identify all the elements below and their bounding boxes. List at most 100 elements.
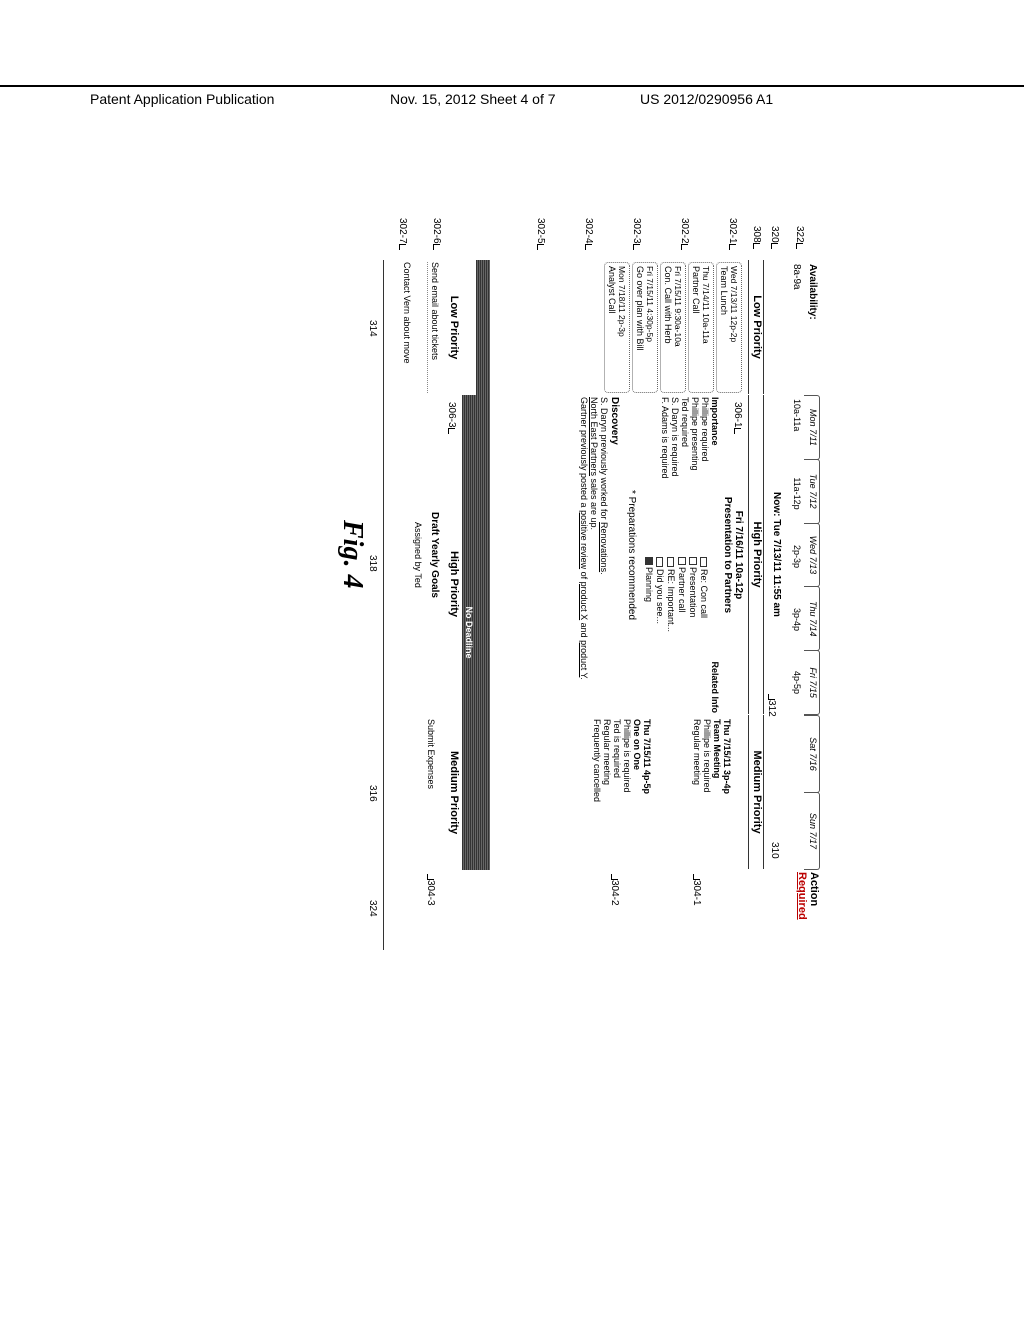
detail-line: Phillipe is required — [622, 719, 632, 867]
ref-304-3: 304-3 — [425, 874, 436, 906]
discovery-header: Discovery — [609, 397, 620, 713]
doc-icon — [645, 557, 653, 565]
related-item[interactable]: RE: Important... — [666, 557, 676, 713]
hour-2p: 2p-3p — [792, 525, 802, 588]
hour-10a: 10a-11a — [792, 395, 802, 462]
envelope-icon — [657, 557, 664, 567]
detail-line: Regular meeting — [602, 719, 612, 867]
related-item[interactable]: Re: Con call — [699, 557, 709, 713]
draft-goals-sub: Assigned by Ted — [413, 397, 423, 713]
ref-314: 314 — [367, 320, 378, 337]
event-con-call-herb[interactable]: Fri 7/15/11 9:30a-10a Con. Call with Her… — [660, 262, 686, 393]
importance-item: Phillipe presenting — [690, 397, 700, 553]
ref-302-6: 302-6 — [431, 218, 442, 250]
importance-item: Phillipe required — [700, 397, 710, 553]
high-priority-header: High Priority — [748, 395, 764, 714]
event-list-left: Wed 7/13/11 12p-2p Team Lunch Thu 7/14/1… — [602, 262, 744, 393]
detail-line: Ted is required — [612, 719, 622, 867]
ref-308: 308 — [751, 226, 762, 249]
ref-322: 322 — [794, 226, 805, 249]
ref-306-3: 306-3 — [446, 402, 457, 434]
envelope-icon — [701, 557, 708, 567]
doc-icon — [689, 557, 697, 565]
medium-priority-header-2: Medium Priority — [444, 715, 460, 870]
day-tab-sat[interactable]: Sat 7/16 — [804, 715, 820, 793]
presentation-block[interactable]: Fri 7/16/11 10a-12p Presentation to Part… — [579, 397, 744, 713]
task-send-email[interactable]: Send email about tickets — [427, 262, 442, 393]
ref-302-4: 302-4 — [583, 218, 594, 250]
importance-header: Importance — [710, 397, 720, 553]
ref-316: 316 — [367, 785, 378, 802]
header-center: Nov. 15, 2012 Sheet 4 of 7 — [390, 91, 556, 107]
bottom-border — [383, 260, 384, 950]
doc-icon — [678, 557, 686, 565]
day-tab-wed[interactable]: Wed 7/13 — [804, 523, 820, 588]
related-item[interactable]: Presentation — [688, 557, 698, 713]
divider-bar-top — [476, 260, 490, 870]
ref-302-3: 302-3 — [631, 218, 642, 250]
presentation-datetime: Fri 7/16/11 10a-12p — [733, 397, 744, 713]
day-tab-sun[interactable]: Sun 7/17 — [804, 792, 820, 870]
ref-318: 318 — [367, 555, 378, 572]
ref-302-1: 302-1 — [727, 218, 738, 250]
detail-line: Frequently cancelled — [592, 719, 602, 867]
low-priority-header-2: Low Priority — [444, 260, 460, 395]
hour-4p: 4p-5p — [792, 651, 802, 714]
importance-item: Ted required — [680, 397, 690, 553]
hour-8a-9a: 8a-9a — [791, 264, 802, 290]
event-partner-call[interactable]: Thu 7/14/11 10a-11a Partner Call — [688, 262, 714, 393]
header-right: US 2012/0290956 A1 — [640, 91, 773, 107]
related-item[interactable]: Partner call — [677, 557, 687, 713]
event-team-lunch[interactable]: Wed 7/13/11 12p-2p Team Lunch — [716, 262, 742, 393]
day-tabs: Mon 7/11 Tue 7/12 Wed 7/13 Thu 7/14 Fri … — [804, 395, 820, 714]
availability-label: Availability: — [807, 264, 818, 320]
ref-304-1: 304-1 — [691, 874, 702, 906]
hour-11a: 11a-12p — [792, 462, 802, 525]
medium-priority-header: Medium Priority — [748, 715, 764, 869]
day-tab-fri[interactable]: Fri 7/15 — [804, 650, 820, 715]
ref-302-5: 302-5 — [535, 218, 546, 250]
ref-304-2: 304-2 — [609, 874, 620, 906]
low-priority-header: Low Priority — [748, 260, 764, 394]
importance-column: Importance Phillipe required Phillipe pr… — [643, 397, 720, 553]
importance-item: F. Adams is required — [660, 397, 670, 553]
detail-line: Phillipe is required — [702, 719, 712, 867]
importance-item: S. Daryn is required — [670, 397, 680, 553]
ref-320: 320 — [769, 226, 780, 249]
day-tabs-weekend: Sat 7/16 Sun 7/17 — [804, 715, 820, 869]
day-tab-tue[interactable]: Tue 7/12 — [804, 459, 820, 524]
event-analyst-call[interactable]: Mon 7/18/11 2p-3p Analyst Call — [604, 262, 630, 393]
header-left: Patent Application Publication — [90, 91, 274, 107]
team-meeting-block[interactable]: Thu 7/15/11 3p-4p Team Meeting Phillipe … — [692, 719, 732, 867]
action-required-header: Action Required — [796, 872, 820, 920]
ref-324: 324 — [367, 900, 378, 917]
draft-yearly-goals-block[interactable]: Draft Yearly Goals Assigned by Ted — [413, 397, 440, 713]
discovery-item: North East Partners sales are up. — [589, 397, 599, 713]
one-on-one-block[interactable]: Thu 7/15/11 4p-5p One on One Phillipe is… — [592, 719, 652, 867]
presentation-title: Presentation to Partners — [722, 397, 733, 713]
ref-302-7: 302-7 — [397, 218, 408, 250]
now-row: Now: Tue 7/13/11 11:55 am — [766, 395, 782, 714]
task-contact-vern[interactable]: Contact Vern about move — [400, 262, 414, 393]
publication-header: Patent Application Publication Nov. 15, … — [0, 85, 1024, 91]
ref-302-2: 302-2 — [679, 218, 690, 250]
event-plan-with-bill[interactable]: Fri 7/15/11 4:30p-5p Go over plan with B… — [632, 262, 658, 393]
draft-goals-title: Draft Yearly Goals — [429, 397, 440, 713]
figure-label: Fig. 4 — [336, 520, 368, 588]
related-item[interactable]: Did you see... — [655, 557, 665, 713]
related-item[interactable]: Planning — [644, 557, 654, 713]
hour-row: 10a-11a 11a-12p 2p-3p 3p-4p 4p-5p — [792, 395, 802, 714]
discovery-item: Gartner previously posted a positive rev… — [579, 397, 589, 713]
detail-line: Regular meeting — [692, 719, 702, 867]
discovery-item: S. Daryn previously worked for Renovatio… — [599, 397, 609, 713]
no-deadline-divider: No Deadline — [462, 395, 476, 870]
figure-4: 322 320 308 302-1 302-2 302-3 302-4 302-… — [150, 280, 870, 900]
day-tab-mon[interactable]: Mon 7/11 — [804, 395, 820, 460]
envelope-icon — [668, 557, 675, 567]
task-submit-expenses[interactable]: Submit Expenses — [426, 719, 436, 867]
related-column: Related Info Re: Con call Presentation P… — [643, 557, 720, 713]
related-header: Related Info — [710, 557, 720, 713]
preparations-note: * Preparations recommended — [626, 397, 637, 713]
high-priority-header-2: High Priority — [444, 454, 460, 714]
day-tab-thu[interactable]: Thu 7/14 — [804, 586, 820, 651]
